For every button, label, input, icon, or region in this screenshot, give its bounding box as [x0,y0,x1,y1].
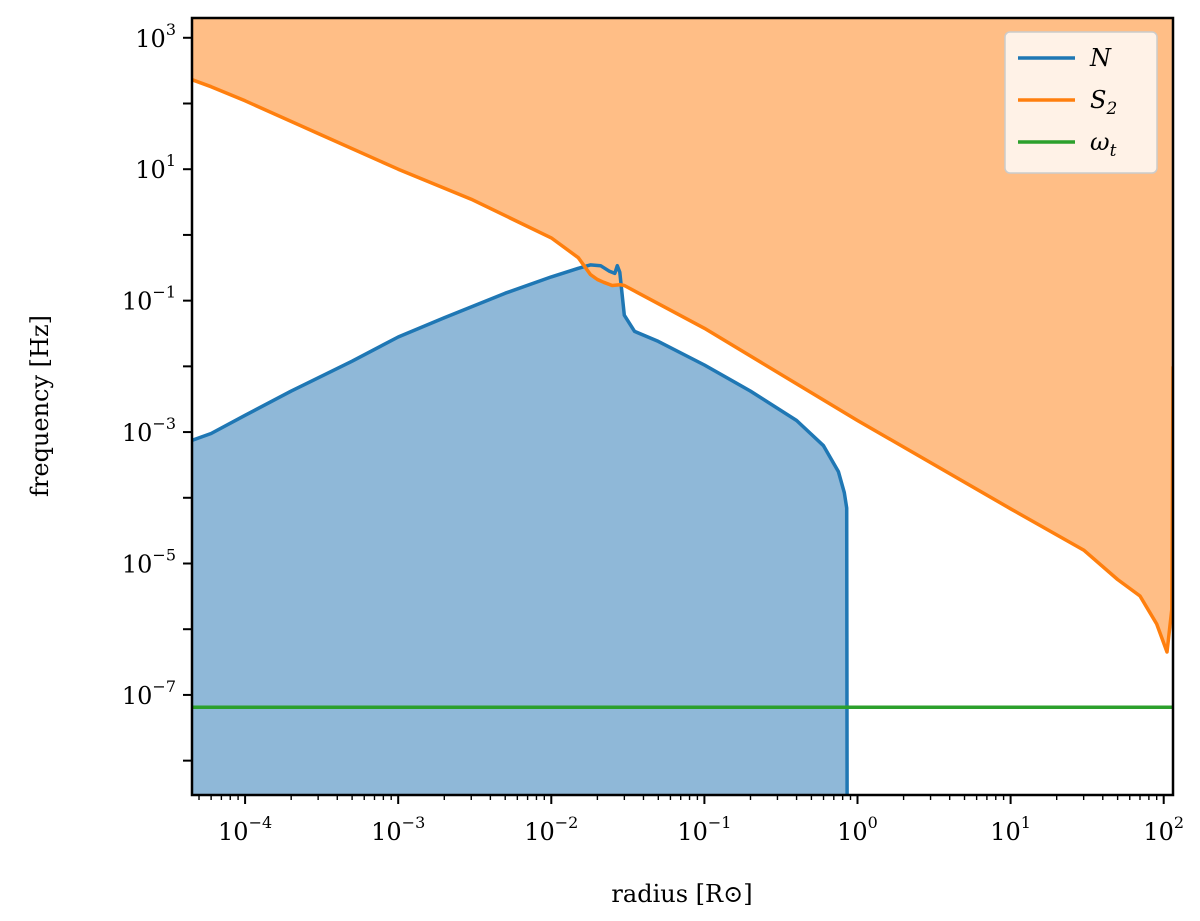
x-tick-label: 10−4 [218,813,272,846]
legend-box [1004,31,1158,174]
y-tick-label: 101 [135,151,176,184]
y-tick-label: 10−7 [122,677,176,710]
series-1-line [192,78,1173,654]
y-tick-label: 10−5 [122,545,176,578]
series-lines [192,78,1173,795]
y-tick-label: 10−1 [122,283,176,316]
y-tick-label: 10−3 [122,414,176,447]
plot-frame [190,16,1175,797]
series-0-fill-area [192,264,848,795]
y-tick-label: 103 [135,20,176,53]
x-tick-label: 10−1 [677,813,731,846]
y-tick-labels: 103 101 10−1 10−3 10−5 10−7 [122,20,176,710]
series-1-fill-area [192,18,1173,652]
legend-label: S2 [1090,86,1117,119]
legend: N S2 ωt [1004,31,1158,174]
x-tick-label: 10−3 [371,813,425,846]
fill-areas [192,18,1173,795]
y-axis-label: frequency [Hz] [26,315,54,497]
legend-label: N [1089,44,1112,72]
x-tick-label: 102 [1143,813,1184,846]
x-axis-label: radius [R⊙] [611,880,752,908]
x-tick-labels: 10−4 10−3 10−2 10−1 100 101 102 [218,813,1184,846]
x-tick-label: 100 [837,813,878,846]
series-0-line [192,263,849,795]
x-tick-label: 101 [990,813,1031,846]
x-tick-label: 10−2 [524,813,578,846]
legend-label: ωt [1090,128,1117,161]
